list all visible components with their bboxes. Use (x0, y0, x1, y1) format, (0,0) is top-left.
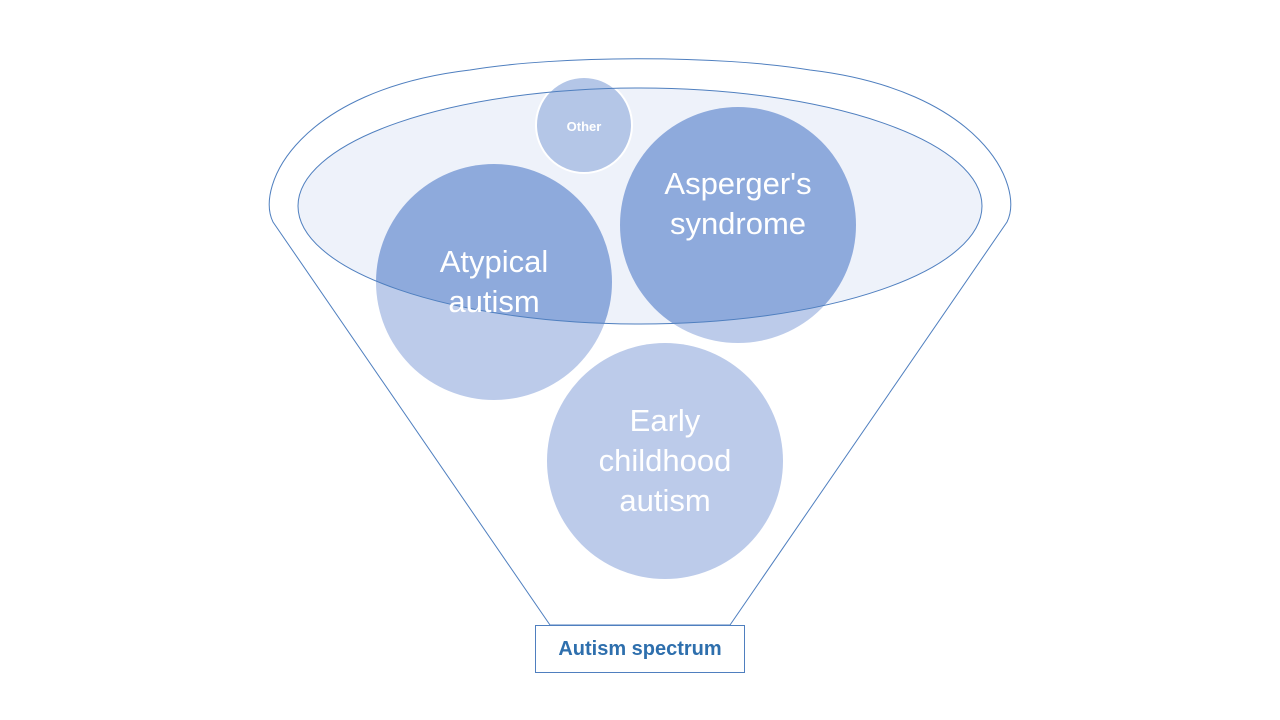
funnel-label: Autism spectrum (558, 637, 722, 660)
circle-other (535, 76, 633, 174)
early-label-line1: Early (630, 403, 701, 438)
funnel-label-box: Autism spectrum (535, 625, 745, 673)
funnel-inner-ellipse-outline (297, 87, 983, 325)
circle-atypical-autism-inner (376, 164, 612, 324)
early-label-line2: childhood (599, 443, 732, 478)
other-label: Other (567, 119, 602, 134)
atypical-label-line1: Atypical (440, 244, 549, 279)
asperger-label-line2: syndrome (670, 206, 806, 241)
asperger-label-line1: Asperger's (664, 166, 811, 201)
circle-early-childhood-autism (547, 343, 783, 579)
circle-asperger-syndrome-inner (620, 107, 856, 324)
early-label-line3: autism (619, 483, 710, 518)
atypical-label-line2: autism (448, 284, 539, 319)
